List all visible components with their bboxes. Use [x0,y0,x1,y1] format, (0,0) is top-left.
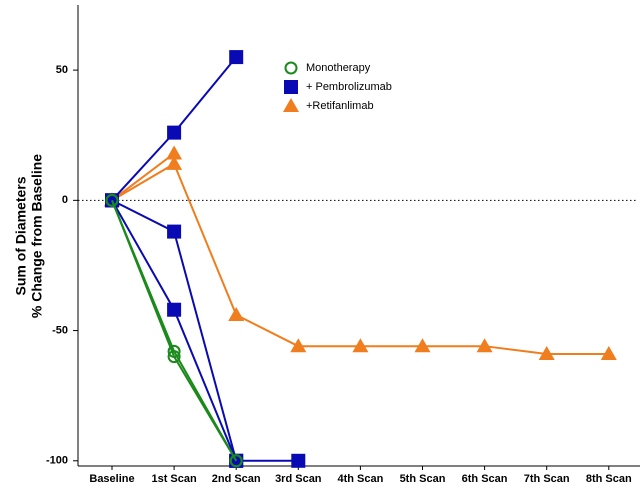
x-tick-label: 5th Scan [400,473,446,485]
legend-label: Monotherapy [306,62,371,74]
marker [538,346,555,361]
x-tick-label: 2nd Scan [212,473,261,485]
legend-marker [283,98,299,112]
marker [166,145,183,160]
y-tick-label: 0 [62,194,68,206]
legend-marker [284,61,298,75]
series-line [111,199,238,462]
marker [167,350,181,364]
marker [290,338,307,353]
series-line [111,199,238,462]
legend-marker [284,80,298,94]
y-tick-label: -100 [46,455,68,467]
x-tick-label: Baseline [89,473,134,485]
legend-label: +Retifanlimab [306,100,374,112]
marker [228,306,245,321]
y-axis-label: Sum of Diameters [13,176,29,295]
x-tick-label: 8th Scan [586,473,632,485]
marker [229,454,243,468]
marker [167,125,182,140]
marker [167,224,182,239]
marker [167,344,181,358]
x-tick-label: 7th Scan [524,473,570,485]
marker [476,338,493,353]
marker [166,155,183,170]
marker [229,50,244,65]
series-line [111,199,299,462]
marker [600,346,617,361]
x-tick-label: 3rd Scan [275,473,322,485]
x-tick-label: 1st Scan [151,473,197,485]
y-axis-label: % Change from Baseline [29,154,45,318]
marker [291,453,306,468]
x-tick-label: 4th Scan [337,473,383,485]
x-tick-label: 6th Scan [462,473,508,485]
series-line [111,152,175,202]
marker [414,338,431,353]
marker [105,193,119,207]
series-line [111,162,609,356]
series-line [111,199,238,462]
marker [167,302,182,317]
y-tick-label: 50 [56,64,68,76]
legend-label: + Pembrolizumab [306,81,392,93]
marker [352,338,369,353]
y-tick-label: -50 [52,324,68,336]
